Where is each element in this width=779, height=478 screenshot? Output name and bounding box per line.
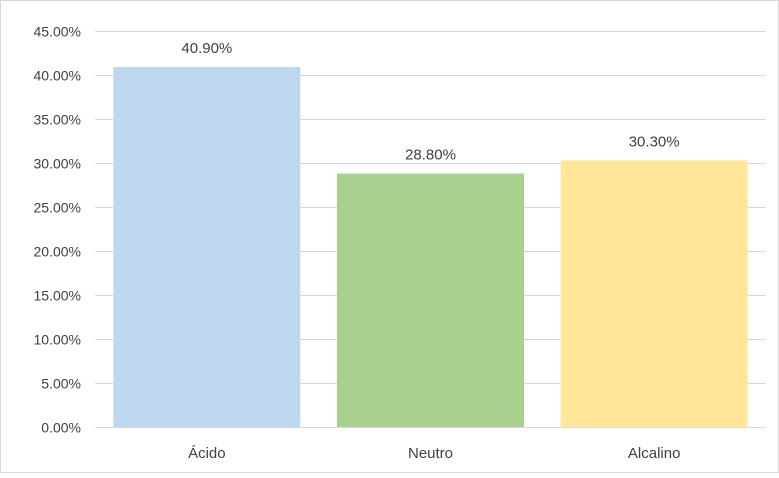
x-category-label: Ácido <box>188 445 226 462</box>
y-tick-label: 15.00% <box>34 288 81 304</box>
x-axis-category-labels: Ácido Neutro Alcalino <box>188 445 680 462</box>
y-tick-label: 30.00% <box>34 156 81 172</box>
bar <box>337 173 524 427</box>
bar <box>560 160 748 428</box>
y-tick-label: 0.00% <box>41 420 81 436</box>
y-tick-label: 45.00% <box>34 24 81 40</box>
y-tick-label: 40.00% <box>34 68 81 84</box>
x-category-label: Alcalino <box>628 445 681 462</box>
y-axis-tick-labels: 0.00% 5.00% 10.00% 15.00% 20.00% 25.00% 30.00%… <box>34 24 81 436</box>
x-category-label: Neutro <box>408 445 453 462</box>
bar-data-label: 30.30% <box>629 133 680 150</box>
bar-data-label: 40.90% <box>181 40 232 57</box>
y-tick-label: 20.00% <box>34 244 81 260</box>
y-tick-label: 10.00% <box>34 332 81 348</box>
data-labels: 40.90% 28.80% 30.30% <box>181 40 679 163</box>
bar <box>113 67 301 427</box>
y-tick-label: 35.00% <box>34 112 81 128</box>
y-tick-label: 25.00% <box>34 200 81 216</box>
bar-data-label: 28.80% <box>405 147 456 164</box>
y-tick-label: 5.00% <box>41 376 81 392</box>
bars <box>113 67 748 428</box>
